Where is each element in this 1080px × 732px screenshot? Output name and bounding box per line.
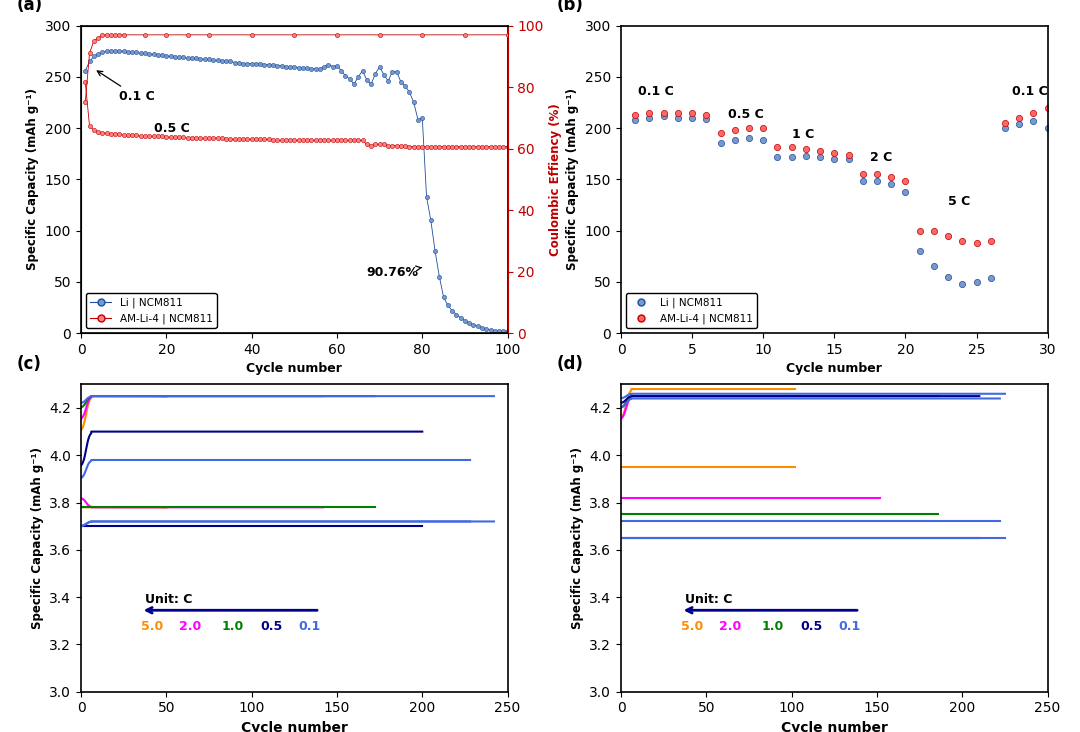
X-axis label: Cycle number: Cycle number [786, 362, 882, 376]
Text: 5 C: 5 C [948, 195, 970, 208]
Text: 0.1 C: 0.1 C [97, 71, 156, 103]
X-axis label: Cycle number: Cycle number [781, 721, 888, 732]
Text: 0.5 C: 0.5 C [728, 108, 764, 121]
Text: 0.5: 0.5 [260, 620, 283, 633]
X-axis label: Cycle number: Cycle number [246, 362, 342, 376]
Text: 1.0: 1.0 [761, 620, 784, 633]
Text: 5.0: 5.0 [140, 620, 163, 633]
X-axis label: Cycle number: Cycle number [241, 721, 348, 732]
Y-axis label: Specific Capacity (mAh g⁻¹): Specific Capacity (mAh g⁻¹) [30, 447, 43, 629]
Text: 0.1 C: 0.1 C [638, 86, 674, 98]
Y-axis label: Specific Capacity (mAh g⁻¹): Specific Capacity (mAh g⁻¹) [566, 89, 579, 270]
Text: 0.1: 0.1 [838, 620, 861, 633]
Text: Unit: C: Unit: C [145, 593, 192, 605]
Text: (c): (c) [17, 355, 42, 373]
Text: 0.1: 0.1 [298, 620, 321, 633]
Legend: Li | NCM811, AM-Li-4 | NCM811: Li | NCM811, AM-Li-4 | NCM811 [626, 294, 757, 328]
Text: (d): (d) [557, 355, 584, 373]
Text: (b): (b) [557, 0, 584, 14]
Text: 0.5 C: 0.5 C [153, 122, 189, 135]
Y-axis label: Specific Capacity (mAh g⁻¹): Specific Capacity (mAh g⁻¹) [570, 447, 583, 629]
Text: 1 C: 1 C [792, 128, 814, 141]
Text: 5.0: 5.0 [680, 620, 703, 633]
Text: 2.0: 2.0 [179, 620, 201, 633]
Legend: Li | NCM811, AM-Li-4 | NCM811: Li | NCM811, AM-Li-4 | NCM811 [86, 294, 217, 328]
Text: 0.1 C: 0.1 C [1012, 86, 1048, 98]
Text: 0.5: 0.5 [800, 620, 823, 633]
Text: 2.0: 2.0 [719, 620, 741, 633]
Y-axis label: Specific Capacity (mAh g⁻¹): Specific Capacity (mAh g⁻¹) [26, 89, 39, 270]
Y-axis label: Coulombic Effiency (%): Coulombic Effiency (%) [550, 103, 563, 255]
Text: 2 C: 2 C [869, 151, 892, 164]
Text: (a): (a) [17, 0, 43, 14]
Text: 90.76%: 90.76% [367, 266, 421, 279]
Text: Unit: C: Unit: C [685, 593, 732, 605]
Text: 1.0: 1.0 [221, 620, 244, 633]
